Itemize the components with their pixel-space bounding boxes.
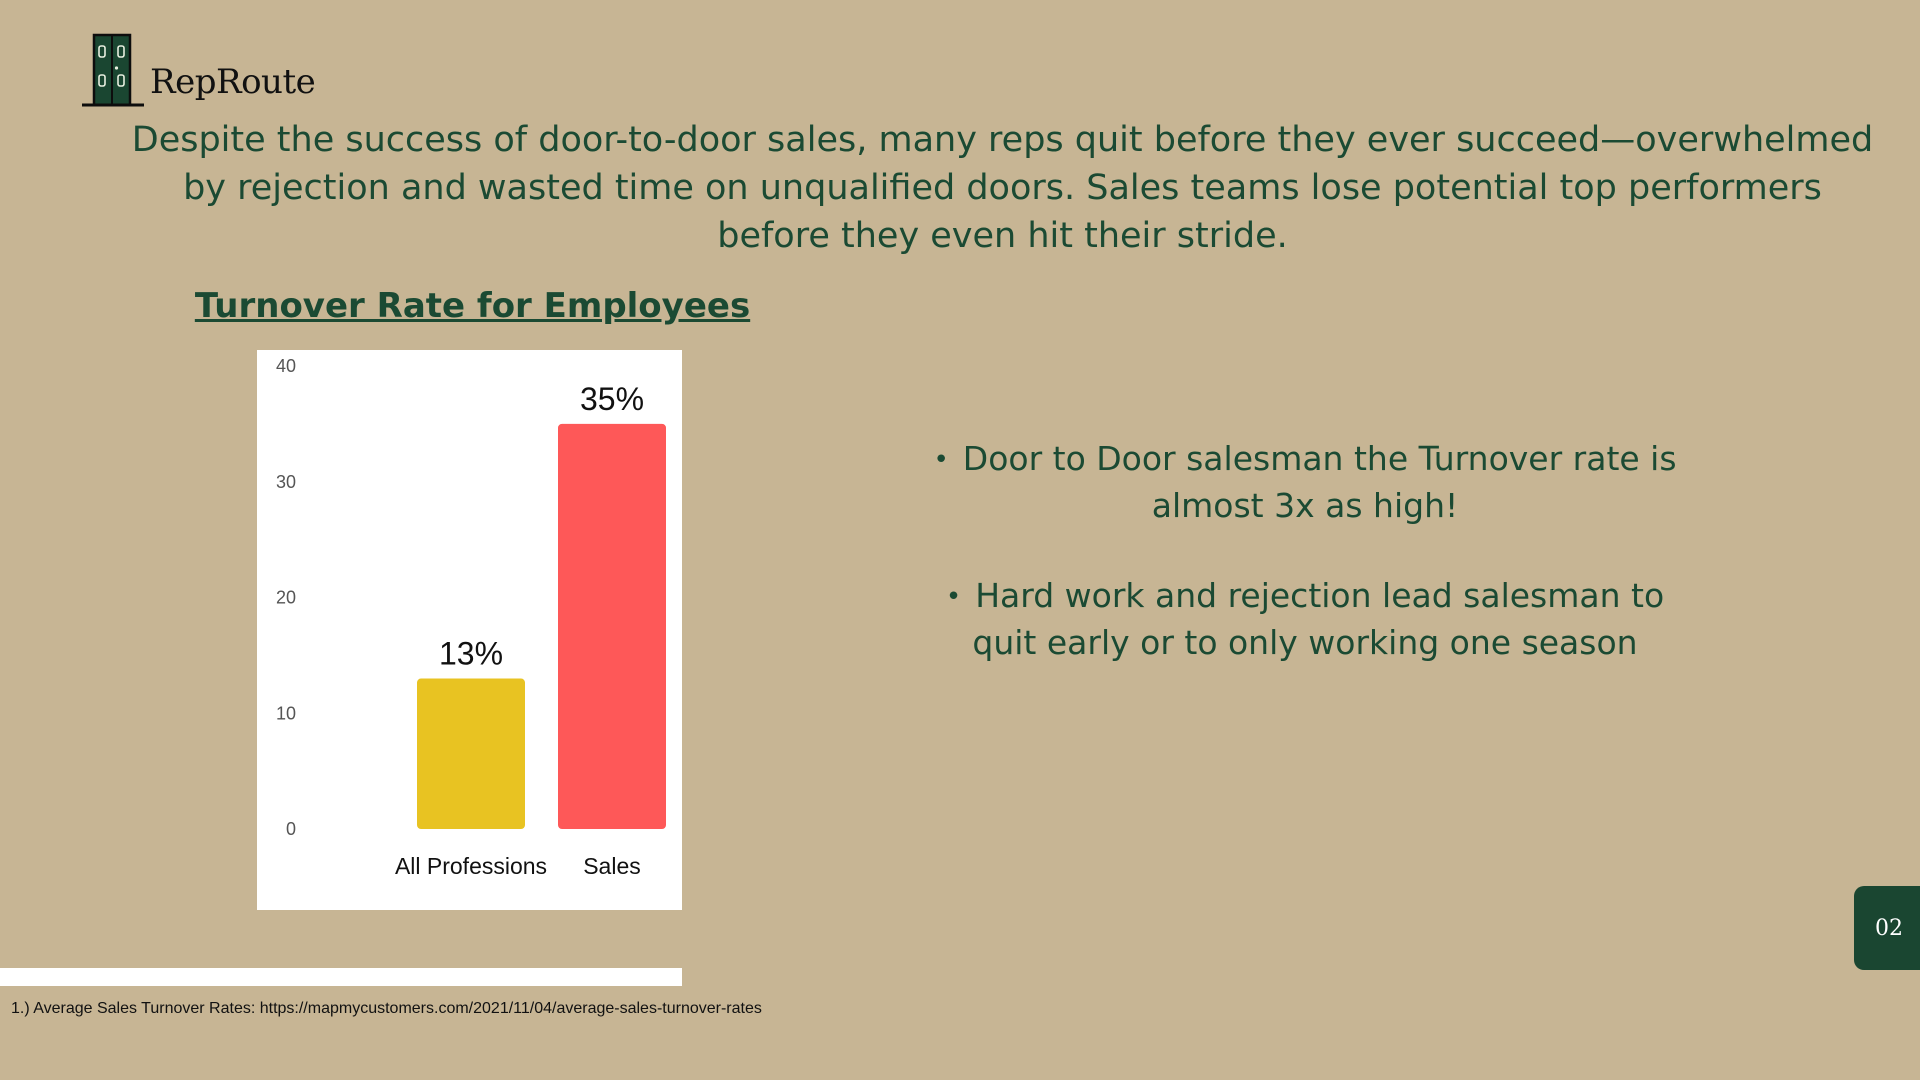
y-tick-label: 0 (286, 819, 296, 839)
x-tick-label: Sales (583, 853, 641, 879)
door-icon (82, 33, 144, 107)
y-tick-label: 10 (276, 703, 296, 723)
brand-logo: RepRoute (80, 32, 316, 108)
bar (558, 423, 666, 829)
bullet-item: • Hard work and rejection lead salesman t… (930, 573, 1680, 665)
bar-chart: 0 10 20 30 40 13% All Professions 35% Sales (276, 356, 666, 879)
page-number-badge: 02 (1854, 886, 1920, 970)
bullet-dot-icon: • (945, 582, 962, 612)
bullet-list: • Door to Door salesman the Turnover rate… (930, 436, 1680, 710)
chart-title: Turnover Rate for Employees (194, 286, 751, 326)
footnote: 1.) Average Sales Turnover Rates: https:… (11, 1000, 762, 1017)
bar-value-label: 13% (439, 636, 503, 672)
y-tick-label: 20 (276, 588, 296, 608)
bullet-text: Hard work and rejection lead salesman to… (972, 576, 1665, 662)
y-tick-label: 40 (276, 356, 296, 376)
intro-paragraph: Despite the success of door-to-door sale… (131, 120, 1874, 256)
divider-strip (0, 968, 682, 986)
x-tick-label: All Professions (395, 853, 547, 879)
y-tick-label: 30 (276, 472, 296, 492)
bullet-dot-icon: • (933, 445, 949, 475)
bar-value-label: 35% (580, 381, 644, 417)
bullet-item: • Door to Door salesman the Turnover rate… (930, 436, 1680, 528)
brand-name: RepRoute (150, 62, 316, 102)
chart-panel: 0 10 20 30 40 13% All Professions 35% Sales (257, 350, 682, 910)
bullet-text: Door to Door salesman the Turnover rate … (962, 439, 1677, 525)
bar (417, 678, 525, 829)
